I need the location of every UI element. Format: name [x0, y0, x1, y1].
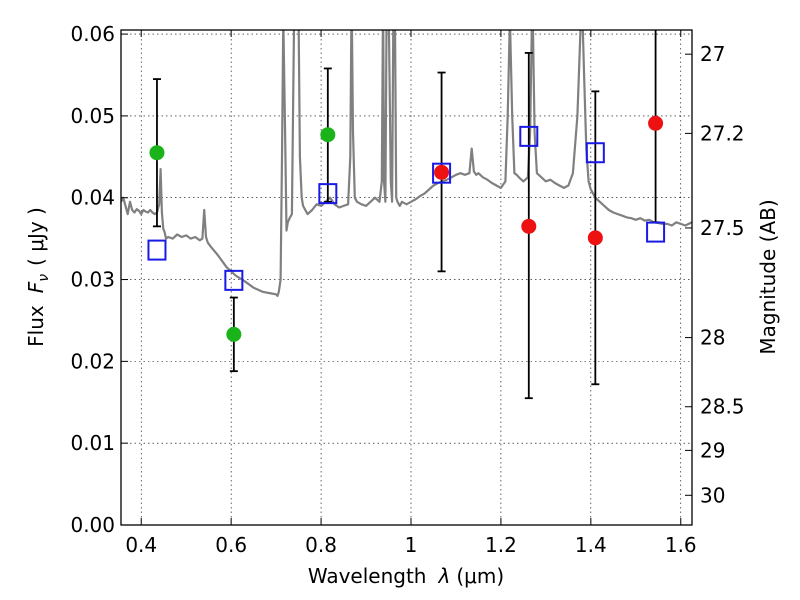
y2-axis-label: Magnitude (AB) — [756, 199, 780, 354]
data-point-marker — [226, 326, 242, 342]
y-tick-label: 0.01 — [70, 431, 115, 455]
y2-tick-label: 27 — [700, 42, 725, 66]
data-point-marker — [320, 127, 336, 143]
x-axis-label: Wavelength λ (μm) — [308, 564, 504, 588]
y2-tick-label: 27.5 — [700, 216, 745, 240]
y-tick-label: 0.05 — [70, 104, 115, 128]
x-axis-label-symbol: λ — [438, 564, 451, 588]
y-tick-label: 0.03 — [70, 268, 115, 292]
model-photometry-marker — [646, 221, 666, 243]
x-tick-label: 0.8 — [305, 533, 337, 557]
x-tick-label: 1.6 — [665, 533, 697, 557]
x-tick-label: 0.4 — [125, 533, 157, 557]
y-tick-label: 0.02 — [70, 349, 115, 373]
x-tick-label: 1 — [405, 533, 418, 557]
y-axis-label-text: Flux — [24, 305, 48, 347]
y-tick-label: 0.06 — [70, 22, 115, 46]
model-spectrum-line — [121, 30, 692, 297]
plot-frame — [120, 29, 693, 526]
y-axis-label: Flux Fν ( μJy ) — [24, 207, 52, 347]
x-tick-label: 1.2 — [485, 533, 517, 557]
y-tick-label: 0.00 — [70, 513, 115, 537]
y-axis-label-subscript: ν — [36, 274, 52, 282]
plot-background — [121, 30, 692, 525]
model-photometry-marker — [585, 142, 605, 164]
y-axis-label-symbol: F — [24, 281, 48, 293]
model-spectrum-layer — [121, 30, 692, 297]
markers-layer — [147, 115, 666, 342]
data-point-marker — [587, 230, 603, 246]
grid — [121, 30, 692, 525]
data-point-marker — [149, 145, 165, 161]
y2-tick-label: 28 — [700, 326, 725, 350]
ticks-layer: 0.4 0.6 0.8 1 1.2 1.4 1.6 0.00 0.01 0.02 0.03 0.04 0… — [70, 22, 744, 557]
x-tick-label: 1.4 — [575, 533, 607, 557]
x-axis-label-text: Wavelength — [308, 564, 427, 588]
data-point-marker — [521, 218, 537, 234]
model-photometry-marker — [224, 269, 244, 291]
y2-tick-label: 30 — [700, 483, 725, 507]
data-point-marker — [434, 164, 450, 180]
model-photometry-marker — [147, 239, 167, 261]
y2-tick-label: 27.2 — [700, 121, 745, 145]
model-photometry-marker — [432, 162, 452, 184]
y2-tick-label: 29 — [700, 438, 725, 462]
model-photometry-marker — [318, 183, 338, 205]
y2-tick-label: 28.5 — [700, 395, 745, 419]
y-tick-label: 0.04 — [70, 186, 115, 210]
model-photometry-marker — [519, 125, 539, 147]
y-axis-label-unit: ( μJy ) — [24, 207, 48, 266]
x-axis-label-unit: (μm) — [456, 564, 504, 588]
data-point-marker — [648, 115, 664, 131]
x-tick-label: 0.6 — [215, 533, 247, 557]
